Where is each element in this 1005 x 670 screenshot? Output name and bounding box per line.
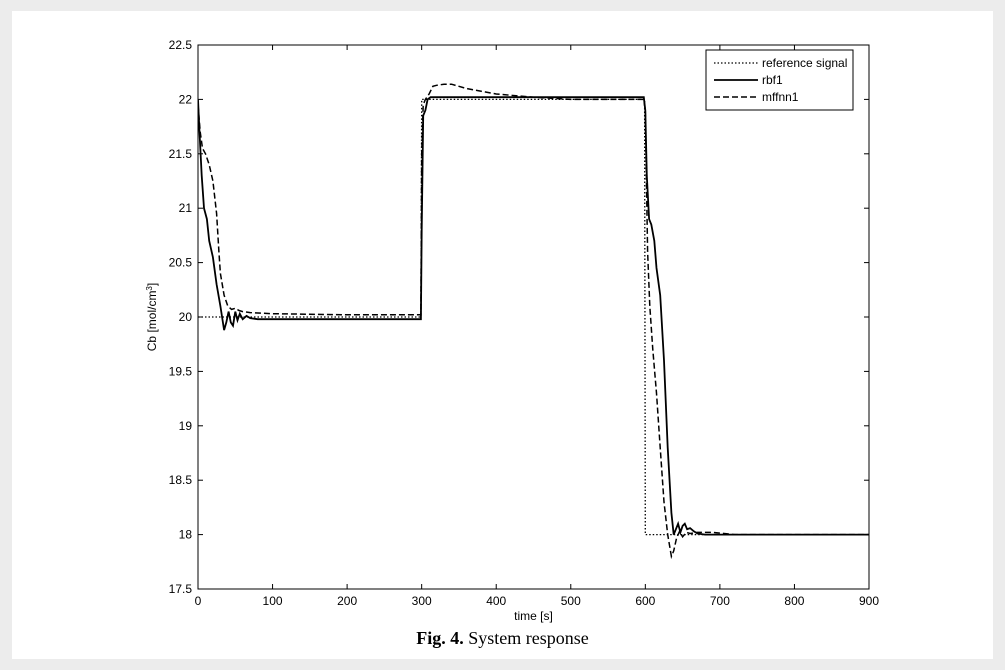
legend-label: reference signal	[762, 56, 847, 70]
x-tick-label: 100	[263, 594, 283, 608]
legend-label: rbf1	[762, 73, 783, 87]
y-tick-label: 20.5	[169, 256, 193, 270]
figure-panel: 0 100 200 300 400 500 600 700 800 900 17.5 18 18.5 19…	[12, 11, 993, 659]
y-tick-label: 18.5	[169, 473, 193, 487]
figure-caption: Fig. 4. System response	[0, 628, 1005, 649]
y-tick-label: 18	[179, 528, 193, 542]
legend-box	[705, 49, 854, 111]
plot-area-frame	[197, 44, 870, 590]
series-line-reference-signal	[198, 98, 869, 536]
y-tick-label: 20	[179, 310, 193, 324]
x-tick-label: 200	[337, 594, 357, 608]
series-line-mffnn1	[198, 83, 869, 560]
system-response-chart: 0 100 200 300 400 500 600 700 800 900 17.5 18 18.5 19…	[145, 38, 880, 623]
x-tick-label: 0	[195, 594, 202, 608]
x-tick-label: 900	[859, 594, 879, 608]
y-tick-label: 22	[179, 92, 193, 106]
caption-text: System response	[468, 628, 589, 648]
x-tick-label: 500	[561, 594, 581, 608]
y-tick-label: 21.5	[169, 147, 193, 161]
x-axis-label: time [s]	[514, 609, 553, 623]
y-tick-label: 19.5	[169, 364, 193, 378]
legend-label: mffnn1	[762, 90, 799, 104]
y-tick-label: 22.5	[169, 38, 193, 52]
x-tick-label: 700	[710, 594, 730, 608]
y-axis-label: Cb [mol/cm3]	[145, 283, 160, 351]
y-tick-label: 17.5	[169, 582, 193, 596]
x-tick-label: 400	[486, 594, 506, 608]
x-tick-label: 800	[784, 594, 804, 608]
series-line-rbf1	[198, 96, 869, 536]
caption-prefix: Fig. 4.	[416, 628, 464, 648]
y-tick-label: 21	[179, 201, 193, 215]
y-tick-label: 19	[179, 419, 193, 433]
x-tick-label: 600	[635, 594, 655, 608]
x-tick-label: 300	[412, 594, 432, 608]
